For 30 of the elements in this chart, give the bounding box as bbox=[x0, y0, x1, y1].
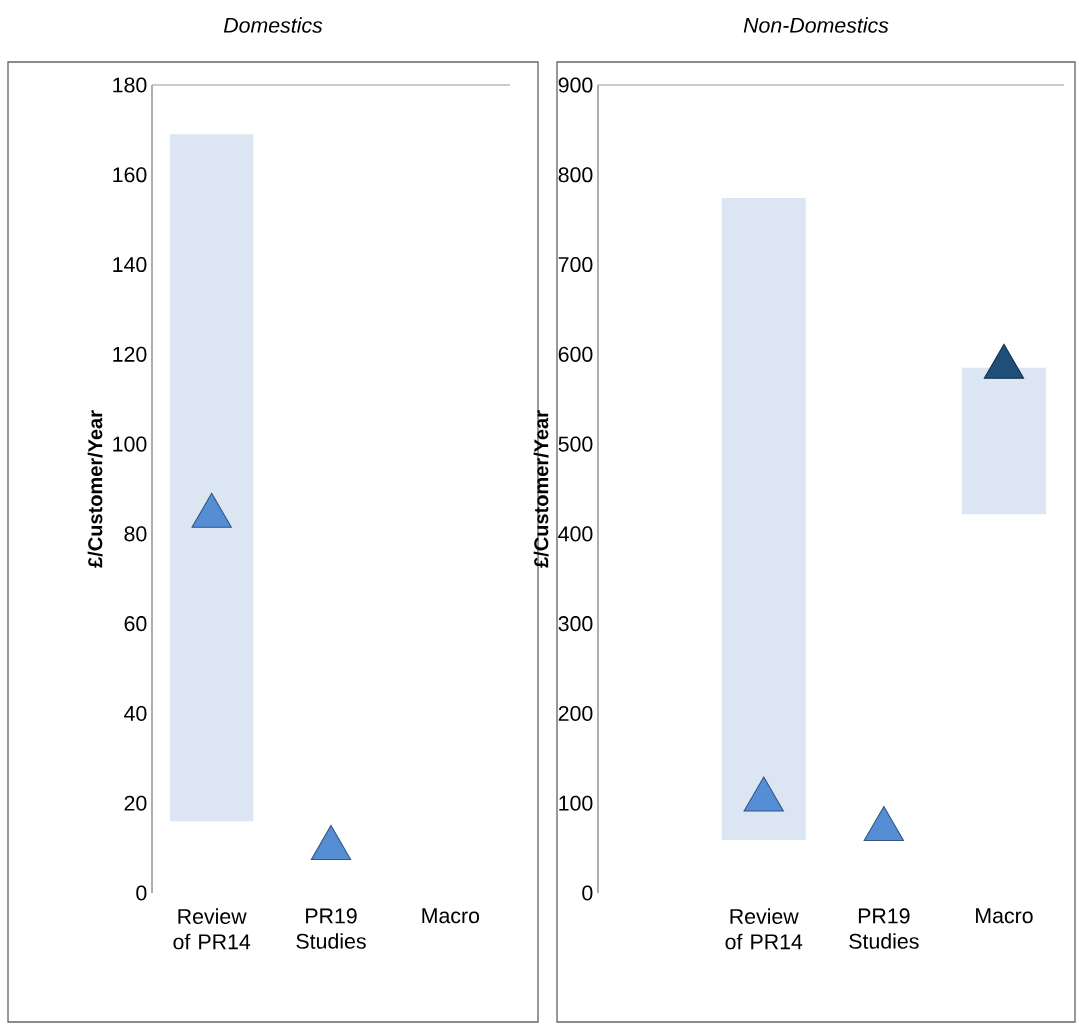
y-tick-label: 700 bbox=[558, 257, 593, 273]
y-tick-label: 500 bbox=[558, 436, 593, 452]
y-tick-label: 80 bbox=[124, 526, 147, 542]
y-tick-label: 180 bbox=[113, 77, 147, 93]
y-tick-label: 100 bbox=[559, 795, 593, 811]
y-tick-label: 0 bbox=[136, 885, 147, 901]
y-tick-label: 20 bbox=[124, 795, 147, 811]
chart-title: Domestics bbox=[223, 17, 323, 33]
y-tick-label: 400 bbox=[558, 526, 593, 542]
y-tick-label: 200 bbox=[558, 705, 593, 721]
x-tick-label: PR19 Studies bbox=[296, 908, 366, 949]
x-tick-label: Macro bbox=[976, 908, 1033, 924]
y-tick-label: 0 bbox=[582, 885, 593, 901]
y-axis-title: £/Customer/Year bbox=[533, 410, 549, 568]
y-axis-title: £/Customer/Year bbox=[87, 410, 103, 568]
x-tick-label: PR19 Studies bbox=[849, 908, 919, 949]
y-tick-label: 800 bbox=[558, 167, 593, 183]
x-tick-label: Review of PR14 bbox=[173, 908, 251, 950]
x-tick-label: Review of PR14 bbox=[725, 908, 803, 950]
y-tick-label: 40 bbox=[124, 705, 147, 721]
y-tick-label: 140 bbox=[113, 257, 147, 273]
y-tick-label: 60 bbox=[124, 616, 147, 632]
y-tick-label: 900 bbox=[558, 77, 593, 93]
y-tick-label: 600 bbox=[558, 346, 593, 362]
y-tick-label: 100 bbox=[113, 436, 147, 452]
x-tick-label: Macro bbox=[422, 908, 480, 924]
chart-title: Non-Domestics bbox=[743, 17, 889, 33]
y-tick-label: 160 bbox=[113, 167, 147, 183]
y-tick-label: 120 bbox=[113, 346, 147, 362]
y-tick-label: 300 bbox=[558, 616, 593, 632]
